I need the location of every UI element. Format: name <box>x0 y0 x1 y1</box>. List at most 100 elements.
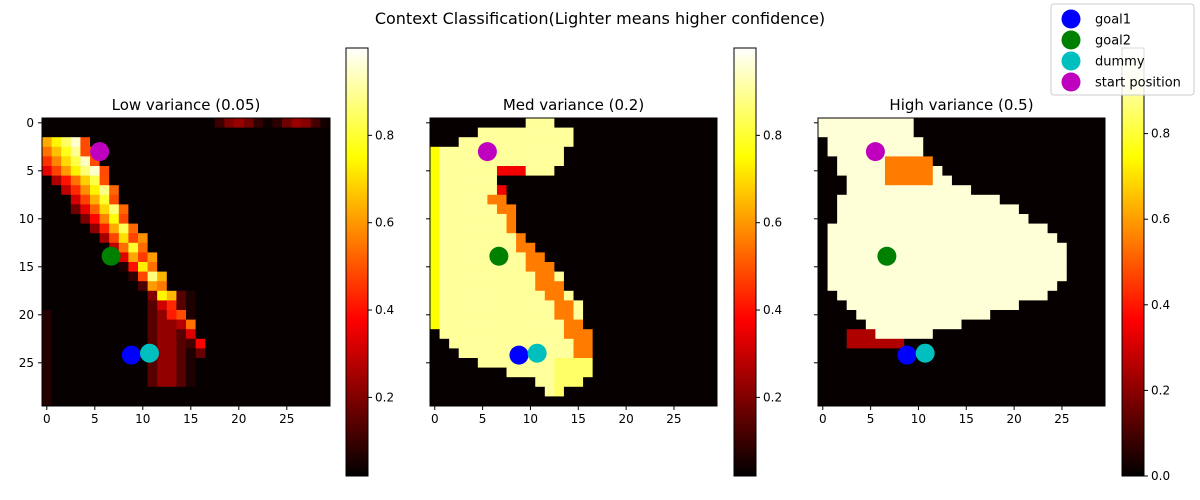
heatmap-cell <box>818 377 828 388</box>
heatmap-cell <box>884 319 895 330</box>
heatmap-cell <box>971 242 982 253</box>
heatmap-cell <box>70 127 81 138</box>
heatmap-cell <box>439 185 450 196</box>
heatmap-cell <box>525 290 536 301</box>
heatmap-cell <box>894 127 905 138</box>
heatmap-cell <box>837 156 848 167</box>
heatmap-cell <box>253 281 264 292</box>
heatmap-cell <box>61 358 72 368</box>
heatmap-cell <box>282 310 292 320</box>
heatmap-cell <box>563 290 574 301</box>
heatmap-cell <box>253 146 264 157</box>
heatmap-cell <box>563 185 574 196</box>
heatmap-cell <box>650 185 660 196</box>
heatmap-cell <box>243 175 254 186</box>
heatmap-cell <box>942 137 953 148</box>
heatmap-cell <box>301 118 312 128</box>
heatmap-cell <box>272 358 283 368</box>
heatmap-cell <box>583 281 594 292</box>
heatmap-cell <box>1018 319 1029 330</box>
heatmap-cell <box>80 396 91 407</box>
heatmap-cell <box>611 329 622 340</box>
heatmap-cell <box>61 300 72 311</box>
heatmap-cell <box>630 185 641 196</box>
heatmap-cell <box>205 262 216 272</box>
heatmap-cell <box>51 290 62 301</box>
heatmap-cell <box>884 338 895 349</box>
heatmap-cell <box>697 271 708 282</box>
heatmap-cell <box>563 223 574 234</box>
heatmap-cell <box>291 252 302 263</box>
heatmap-cell <box>458 137 469 148</box>
heatmap-cell <box>1047 204 1058 215</box>
heatmap-cell <box>980 290 991 301</box>
heatmap-cell <box>837 233 848 244</box>
heatmap-cell <box>42 358 52 368</box>
heatmap-cell <box>176 194 187 205</box>
heatmap-cell <box>1047 386 1058 397</box>
heatmap-cell <box>147 310 158 320</box>
heatmap-cell <box>602 146 613 157</box>
heatmap-cell <box>1066 310 1077 320</box>
heatmap-cell <box>621 223 632 234</box>
heatmap-cell <box>1028 348 1039 359</box>
heatmap-cell <box>51 242 62 253</box>
heatmap-cell <box>650 329 660 340</box>
heatmap-cell <box>602 156 613 167</box>
heatmap-cell <box>971 377 982 388</box>
heatmap-cell <box>1095 377 1106 388</box>
heatmap-cell <box>468 262 479 272</box>
heatmap-cell <box>961 137 972 148</box>
heatmap-cell <box>253 319 264 330</box>
heatmap-cell <box>205 329 216 340</box>
heatmap-cell <box>458 175 469 186</box>
heatmap-cell <box>630 396 641 407</box>
heatmap-cell <box>827 242 838 253</box>
heatmap-cell <box>272 252 283 263</box>
heatmap-cell <box>128 175 139 186</box>
heatmap-cell <box>195 396 206 407</box>
heatmap-cell <box>971 271 982 282</box>
heatmap-cell <box>1085 319 1096 330</box>
heatmap-cell <box>961 290 972 301</box>
heatmap-cell <box>166 156 177 167</box>
heatmap-cell <box>913 386 924 397</box>
heatmap-cell <box>678 127 689 138</box>
heatmap-cell <box>1038 281 1048 292</box>
heatmap-cell <box>1018 281 1029 292</box>
heatmap-cell <box>942 242 953 253</box>
heatmap-cell <box>544 348 555 359</box>
heatmap-cell <box>1085 348 1096 359</box>
heatmap-cell <box>272 194 283 205</box>
heatmap-cell <box>90 242 100 253</box>
heatmap-cell <box>818 146 828 157</box>
heatmap-cell <box>214 329 225 340</box>
heatmap-cell <box>583 175 594 186</box>
heatmap-cell <box>147 271 158 282</box>
heatmap-cell <box>109 300 120 311</box>
heatmap-cell <box>535 329 546 340</box>
heatmap-cell <box>282 127 292 138</box>
heatmap-cell <box>186 118 196 128</box>
heatmap-cell <box>468 358 479 368</box>
heatmap-cell <box>458 146 469 157</box>
heatmap-cell <box>951 233 962 244</box>
heatmap-cell <box>477 396 488 407</box>
heatmap-cell <box>291 310 302 320</box>
heatmap-cell <box>659 338 670 349</box>
heatmap-cell <box>320 156 331 167</box>
heatmap-cell <box>999 223 1010 234</box>
heatmap-cell <box>310 348 321 359</box>
heatmap-cell <box>980 386 991 397</box>
heatmap-cell <box>109 338 120 349</box>
heatmap-cell <box>573 233 584 244</box>
heatmap-cell <box>932 137 943 148</box>
heatmap-cell <box>51 329 62 340</box>
heatmap-cell <box>554 290 565 301</box>
heatmap-cell <box>554 358 565 368</box>
heatmap-cell <box>999 377 1010 388</box>
heatmap-cell <box>195 252 206 263</box>
heatmap-cell <box>477 127 488 138</box>
heatmap-cell <box>875 329 886 340</box>
x-tick-label: 25 <box>279 412 294 426</box>
